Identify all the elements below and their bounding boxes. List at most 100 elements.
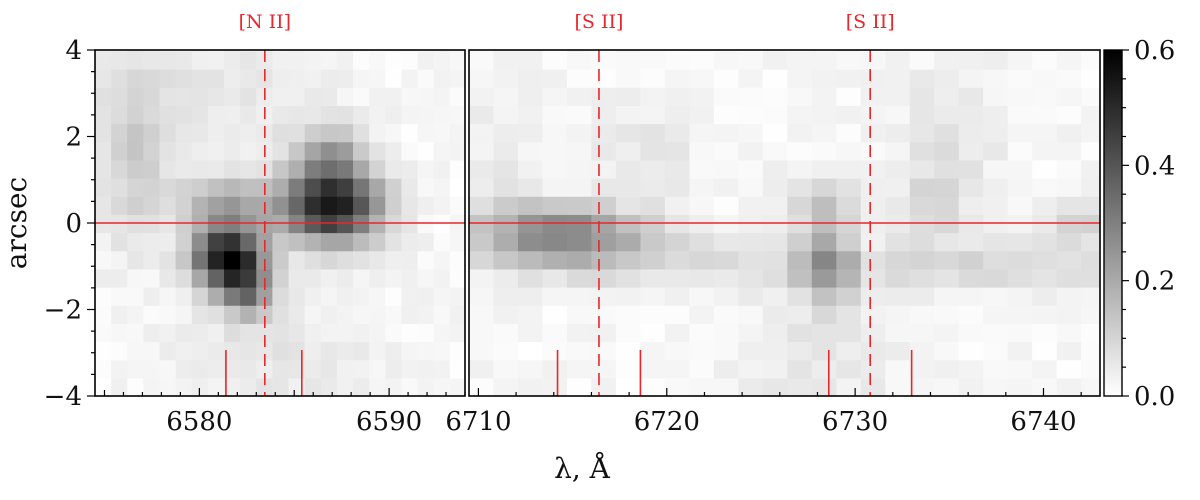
heatmap-cell xyxy=(909,341,935,361)
heatmap-cell xyxy=(159,123,177,143)
heatmap-cell xyxy=(469,87,495,106)
heatmap-cell xyxy=(713,232,739,252)
heatmap-cell xyxy=(385,50,403,70)
heatmap-cell xyxy=(566,123,593,143)
heatmap-cell xyxy=(542,250,568,270)
heatmap-cell xyxy=(542,268,568,288)
heatmap-cell xyxy=(640,87,666,106)
heatmap-cell xyxy=(159,305,177,324)
heatmap-cell xyxy=(95,123,112,143)
heatmap-cell xyxy=(517,123,544,143)
heatmap-cell xyxy=(224,50,241,52)
heatmap-cell xyxy=(401,178,419,197)
heatmap-cell xyxy=(159,377,177,396)
heatmap-cell xyxy=(304,287,322,306)
heatmap-cell xyxy=(885,196,911,215)
heatmap-cell xyxy=(385,123,403,143)
heatmap-cell xyxy=(615,178,642,197)
heatmap-cell xyxy=(615,305,642,324)
heatmap-cell xyxy=(191,159,209,179)
heatmap-cell xyxy=(449,359,465,379)
heatmap-cell xyxy=(143,341,161,361)
heatmap-cell xyxy=(1007,341,1033,361)
heatmap-cell xyxy=(449,50,465,70)
heatmap-cell xyxy=(934,341,960,361)
heatmap-cell xyxy=(191,268,209,288)
heatmap-cell xyxy=(934,305,960,324)
heatmap-cell xyxy=(493,341,519,361)
heatmap-cell xyxy=(353,123,370,143)
heatmap-cell xyxy=(566,287,593,306)
heatmap-cell xyxy=(1056,232,1082,252)
colorbar-tick-label: 0.0 xyxy=(1134,382,1175,412)
heatmap-cell xyxy=(449,105,465,125)
heatmap-cell xyxy=(175,196,193,215)
heatmap-cell xyxy=(143,50,161,52)
heatmap-cell xyxy=(449,305,465,324)
heatmap-cell xyxy=(288,287,306,306)
heatmap-cell xyxy=(1032,159,1058,179)
heatmap-cell xyxy=(640,323,666,343)
heatmap-cell xyxy=(401,69,419,88)
heatmap-cell xyxy=(469,69,495,88)
heatmap-cell xyxy=(591,196,617,215)
heatmap-cell xyxy=(860,123,886,143)
heatmap-cell xyxy=(159,341,177,361)
heatmap-cell xyxy=(336,305,354,324)
heatmap-cell xyxy=(417,359,435,379)
heatmap-cell xyxy=(385,232,403,252)
heatmap-cell xyxy=(1056,178,1082,197)
heatmap-cell xyxy=(762,50,788,70)
heatmap-cell xyxy=(433,50,451,70)
heatmap-cell xyxy=(433,341,451,361)
heatmap-cell xyxy=(469,50,495,52)
heatmap-cell xyxy=(272,69,290,88)
heatmap-cell xyxy=(1007,69,1033,88)
heatmap-cell xyxy=(175,159,193,179)
heatmap-cell xyxy=(175,105,193,125)
heatmap-cell xyxy=(207,105,225,125)
heatmap-cell xyxy=(1056,141,1082,161)
heatmap-cell xyxy=(517,50,544,52)
heatmap-cell xyxy=(909,323,935,343)
heatmap-cell xyxy=(909,377,935,396)
heatmap-cell xyxy=(127,178,144,197)
heatmap-cell xyxy=(787,250,813,270)
heatmap-cell xyxy=(95,341,112,361)
heatmap-cell xyxy=(353,50,370,52)
heatmap-cell xyxy=(336,341,354,361)
heatmap-cell xyxy=(304,123,322,143)
heatmap-cell xyxy=(860,305,886,324)
heatmap-cell xyxy=(469,159,495,179)
heatmap-cell xyxy=(224,287,241,306)
heatmap-cell xyxy=(664,141,690,161)
heatmap-cell xyxy=(885,323,911,343)
heatmap-cell xyxy=(566,305,593,324)
heatmap-cell xyxy=(369,141,386,161)
heatmap-cell xyxy=(493,178,519,197)
heatmap-cell xyxy=(111,323,128,343)
heatmap-cell xyxy=(934,141,960,161)
heatmap-cell xyxy=(336,232,354,252)
heatmap-cell xyxy=(95,50,112,52)
y-tick-label: −2 xyxy=(44,296,82,326)
heatmap-cell xyxy=(449,69,465,88)
heatmap-cell xyxy=(175,268,193,288)
heatmap-cell xyxy=(240,196,257,215)
heatmap-cell xyxy=(159,196,177,215)
y-axis-title: arcsec xyxy=(0,177,33,269)
heatmap-cell xyxy=(738,50,764,70)
heatmap-cell xyxy=(566,377,593,396)
heatmap-cell xyxy=(224,50,241,70)
heatmap-cell xyxy=(811,196,837,215)
heatmap-cell xyxy=(787,50,813,52)
heatmap-cell xyxy=(385,141,403,161)
heatmap-cell xyxy=(1056,359,1082,379)
heatmap-cell xyxy=(664,268,690,288)
heatmap-cell xyxy=(159,69,177,88)
heatmap-cell xyxy=(885,377,911,396)
heatmap-cell xyxy=(713,123,739,143)
heatmap-cell xyxy=(143,105,161,125)
heatmap-cell xyxy=(640,232,666,252)
heatmap-cell xyxy=(417,87,435,106)
